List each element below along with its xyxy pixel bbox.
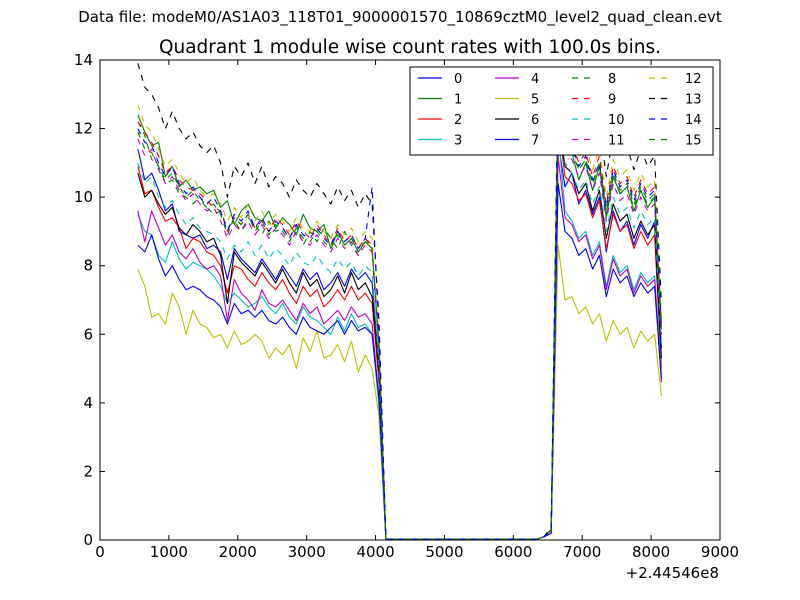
y-tick-label: 10 [74,188,93,206]
y-tick-label: 12 [74,120,93,138]
legend-label-8: 8 [608,72,616,87]
series-line-9 [137,93,662,540]
legend-box [409,66,714,156]
x-tick-label: 6000 [494,543,532,561]
series-line-14 [137,90,662,540]
legend-label-4: 4 [531,72,539,87]
y-tick-label: 8 [83,257,93,275]
series-line-11 [137,100,662,540]
legend-label-10: 10 [608,113,625,128]
x-tick-label: 2000 [219,543,257,561]
series-line-3 [137,131,662,540]
legend-label-7: 7 [531,134,539,149]
legend-label-5: 5 [531,93,539,108]
series-line-7 [137,182,662,540]
x-tick-label: 5000 [425,543,463,561]
x-tick-label: 4000 [356,543,394,561]
x-axis-offset-label: +2.44546e8 [626,564,719,582]
x-tick-label: 0 [95,543,105,561]
legend-label-12: 12 [685,72,702,87]
legend-label-2: 2 [454,113,462,128]
legend-label-11: 11 [608,134,625,149]
x-tick-label: 1000 [150,543,188,561]
axes-frame [99,59,721,541]
x-tick-label: 8000 [632,543,670,561]
figure-suptitle: Data file: modeM0/AS1A03_118T01_90000015… [78,8,722,26]
series-line-12 [137,83,662,540]
chart-title: Quadrant 1 module wise count rates with … [158,37,662,58]
legend-label-9: 9 [608,93,616,108]
x-tick-label: 7000 [563,543,601,561]
series-line-5 [137,244,662,540]
y-tick-label: 0 [83,531,93,549]
y-tick-label: 14 [74,51,93,69]
legend-label-0: 0 [454,72,462,87]
series-line-6 [137,117,662,540]
legend-label-1: 1 [454,93,462,108]
legend-label-13: 13 [685,93,702,108]
legend-label-6: 6 [531,113,539,128]
y-tick-label: 6 [83,325,93,343]
legend-label-3: 3 [454,134,462,149]
y-tick-label: 2 [83,462,93,480]
y-tick-label: 4 [83,394,93,412]
x-tick-label: 3000 [288,543,326,561]
x-tick-label: 9000 [701,543,739,561]
series-line-15 [137,97,662,540]
series-line-13 [137,63,662,540]
series-line-10 [137,110,662,540]
legend-label-14: 14 [685,113,702,128]
series-line-1 [137,100,662,540]
x-axis: 0 1000 2000 3000 4000 5000 6000 7000 8000 9000 [95,60,739,561]
legend-label-15: 15 [685,134,702,149]
